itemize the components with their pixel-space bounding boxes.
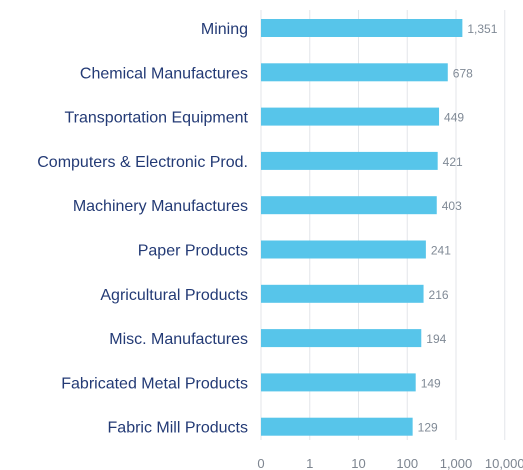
bars [261,19,463,436]
x-tick-label: 0 [257,456,264,470]
category-label: Computers & Electronic Prod. [37,154,248,171]
bar [261,373,416,392]
x-tick-label: 10 [351,456,365,470]
x-axis-ticks: 0 1 10 100 1,000 10,000 [257,456,523,470]
category-label: Fabricated Metal Products [61,375,248,392]
data-label: 403 [442,199,462,213]
data-label: 241 [431,244,451,258]
category-label: Agricultural Products [100,287,248,304]
data-label: 129 [418,421,438,435]
bar [261,151,438,170]
bar [261,196,437,215]
category-label: Mining [201,21,248,38]
gridlines [260,10,506,440]
bar [261,417,413,436]
category-label: Machinery Manufactures [73,198,248,215]
category-label: Paper Products [138,243,248,260]
category-label: Misc. Manufactures [109,331,248,348]
bar [261,19,463,37]
data-label: 421 [443,155,463,169]
x-tick-label: 1 [306,456,313,470]
category-label: Chemical Manufactures [80,65,248,82]
data-label: 678 [453,66,473,80]
x-tick-label: 10,000 [485,456,523,470]
data-label: 194 [426,332,446,346]
x-tick-label: 100 [396,456,418,470]
category-label: Fabric Mill Products [108,420,248,437]
bar [261,63,448,82]
data-label: 449 [444,111,464,125]
x-tick-label: 1,000 [440,456,473,470]
bar [261,107,440,126]
value-labels: 1,351 678 449 421 403 241 216 194 149 129 [418,22,498,435]
bar [261,329,422,348]
bar [261,284,424,303]
category-label: Transportation Equipment [64,110,248,127]
data-label: 1,351 [467,22,497,36]
data-label: 216 [429,288,449,302]
category-labels: Mining Chemical Manufactures Transportatio… [37,21,248,437]
data-label: 149 [421,376,441,390]
bar [261,240,426,259]
